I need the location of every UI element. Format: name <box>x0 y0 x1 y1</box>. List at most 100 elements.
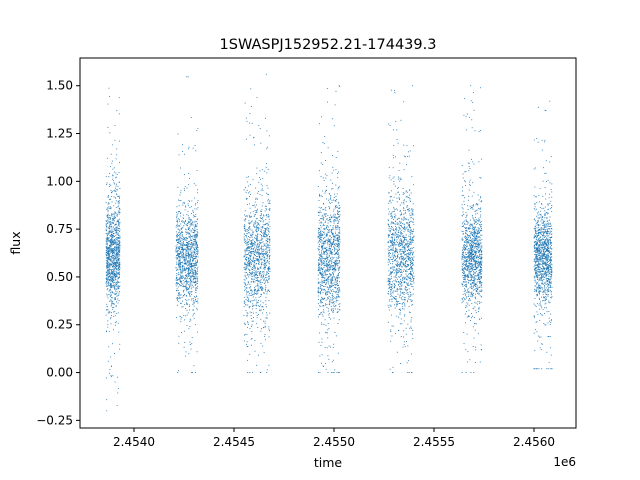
data-point <box>194 223 196 225</box>
data-point <box>250 289 252 291</box>
data-point <box>108 331 110 332</box>
data-point <box>118 248 120 249</box>
data-point <box>111 249 113 251</box>
data-point <box>318 228 320 230</box>
data-point <box>266 216 268 218</box>
data-point <box>251 268 253 270</box>
data-point <box>115 273 117 275</box>
data-point <box>328 246 330 248</box>
data-point <box>185 257 187 259</box>
data-point <box>118 277 120 279</box>
data-point <box>195 290 197 292</box>
data-point <box>118 261 120 263</box>
data-point <box>319 272 321 274</box>
data-point <box>181 239 183 241</box>
data-point <box>181 235 183 237</box>
data-point <box>267 224 269 226</box>
data-point <box>178 283 179 285</box>
data-point <box>331 241 333 243</box>
data-point <box>249 243 251 245</box>
data-point <box>338 216 340 218</box>
data-point <box>192 220 194 222</box>
data-point <box>244 218 246 220</box>
data-point <box>263 320 264 322</box>
data-point <box>196 247 198 249</box>
data-point <box>322 301 323 303</box>
data-point <box>191 283 193 285</box>
data-point <box>405 266 407 268</box>
data-point <box>403 217 405 219</box>
data-point <box>112 174 114 176</box>
data-point <box>261 255 263 257</box>
data-point <box>390 227 392 229</box>
data-point <box>250 272 251 274</box>
data-point <box>111 235 113 237</box>
data-point <box>249 215 251 217</box>
data-point <box>258 124 260 126</box>
data-point <box>189 221 191 223</box>
data-point <box>111 201 113 203</box>
data-point <box>260 214 262 216</box>
data-point <box>318 259 319 261</box>
data-point <box>325 270 327 272</box>
data-point <box>110 289 112 291</box>
data-point <box>197 283 199 284</box>
data-point <box>407 250 409 252</box>
data-point <box>107 239 109 241</box>
data-point <box>268 289 270 291</box>
data-point <box>260 247 262 249</box>
data-point <box>192 260 194 261</box>
data-point <box>338 227 340 229</box>
data-point <box>188 236 190 238</box>
data-point <box>336 296 337 298</box>
data-point <box>260 343 262 345</box>
data-point <box>247 273 248 275</box>
data-point <box>192 313 194 315</box>
data-point <box>190 219 192 221</box>
data-point <box>257 192 259 194</box>
data-point <box>399 214 401 216</box>
data-point <box>337 308 339 310</box>
data-point <box>189 269 191 271</box>
data-point <box>336 199 338 200</box>
data-point <box>249 237 251 239</box>
data-point <box>188 281 190 283</box>
data-point <box>188 255 190 257</box>
data-point <box>178 292 179 294</box>
data-point <box>179 268 181 270</box>
data-point <box>112 280 114 282</box>
data-point <box>329 242 331 244</box>
data-point <box>191 281 192 283</box>
data-point <box>318 200 320 201</box>
chart-title: 1SWASPJ152952.21-174439.3 <box>220 37 437 53</box>
data-point <box>115 206 117 208</box>
data-point <box>244 269 246 271</box>
data-point <box>336 262 338 264</box>
data-point <box>319 260 321 262</box>
data-point <box>260 258 262 260</box>
data-point <box>111 232 112 234</box>
data-point <box>187 247 189 249</box>
data-point <box>106 250 108 252</box>
data-point <box>264 334 266 335</box>
data-point <box>321 195 323 197</box>
data-point <box>317 242 319 244</box>
data-point <box>184 278 186 280</box>
data-point <box>105 225 107 227</box>
data-point <box>403 251 405 253</box>
data-point <box>112 243 114 244</box>
data-point <box>110 251 112 253</box>
data-point <box>116 265 118 267</box>
data-point <box>111 227 113 229</box>
data-point <box>398 232 400 234</box>
data-point <box>258 245 260 247</box>
data-point <box>401 285 403 287</box>
data-point <box>181 277 182 279</box>
data-point <box>269 247 271 249</box>
data-point <box>185 355 187 357</box>
data-point <box>185 233 187 235</box>
data-point <box>118 236 120 238</box>
data-point <box>249 226 251 227</box>
data-point <box>107 242 109 244</box>
data-point <box>391 218 393 219</box>
